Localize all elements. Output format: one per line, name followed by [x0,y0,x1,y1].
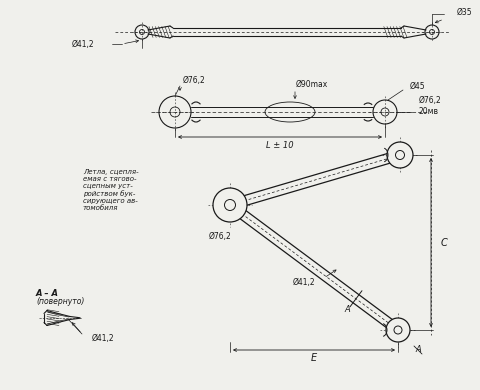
Text: L ± 10: L ± 10 [265,140,293,149]
Text: E: E [310,353,316,363]
Text: Ø76,2: Ø76,2 [182,76,205,85]
Text: A: A [414,346,420,355]
Text: C: C [440,238,447,248]
Circle shape [386,142,412,168]
Text: Ø41,2: Ø41,2 [292,278,315,287]
Text: Ø76,2
20мв: Ø76,2 20мв [418,96,441,116]
Circle shape [213,188,247,222]
Text: Ø35: Ø35 [456,7,472,16]
Text: Ø45: Ø45 [409,82,425,90]
Text: Ø76,2: Ø76,2 [208,232,231,241]
Text: A – A: A – A [36,289,59,298]
Text: Ø41,2: Ø41,2 [92,333,114,342]
Text: (повернуто): (повернуто) [36,297,84,306]
Text: A: A [344,305,350,314]
Text: Ø41,2: Ø41,2 [71,41,94,50]
Text: Летла, сцепля-
емая с тягово-
сцепным уст-
ройством бук-
сирующего ав-
томобиля: Летла, сцепля- емая с тягово- сцепным ус… [83,169,138,211]
Text: Ø90max: Ø90max [295,80,327,89]
Circle shape [385,318,409,342]
